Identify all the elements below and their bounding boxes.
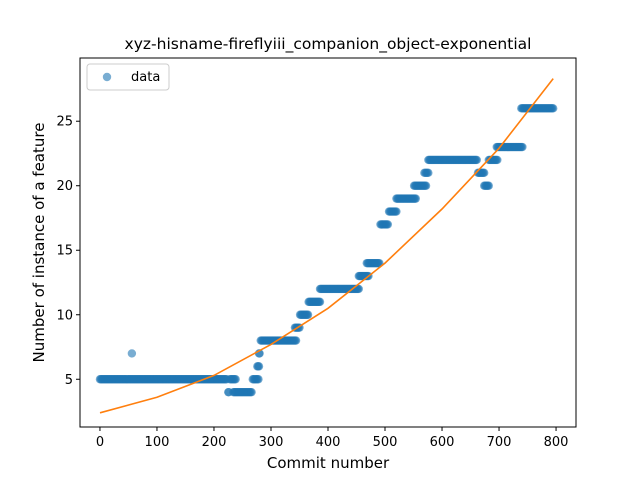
x-tick-label: 200 <box>202 435 227 450</box>
data-point <box>315 297 325 307</box>
y-axis-ticks: 5 10 15 20 25 <box>56 115 80 388</box>
data-point <box>518 142 527 152</box>
data-point <box>291 336 301 345</box>
exponential-fit-line <box>99 78 554 414</box>
data-point <box>480 168 489 178</box>
fit-line-layer <box>99 78 554 414</box>
data-point <box>231 375 240 384</box>
data-point <box>254 375 263 384</box>
y-tick-label: 10 <box>56 308 73 323</box>
data-point <box>127 349 137 358</box>
data-point <box>247 387 256 397</box>
data-point <box>472 155 481 165</box>
data-point <box>383 220 393 229</box>
y-axis-label: Number of instance of a feature <box>30 123 48 363</box>
data-point <box>392 207 401 216</box>
x-tick-label: 600 <box>430 435 455 450</box>
data-point <box>548 104 558 113</box>
x-tick-label: 100 <box>145 435 170 450</box>
axes-frame <box>79 57 577 428</box>
x-tick-label: 0 <box>96 435 104 450</box>
y-tick-label: 5 <box>65 373 73 388</box>
y-tick-label: 15 <box>56 244 73 259</box>
data-point <box>303 310 313 319</box>
x-tick-label: 800 <box>544 435 569 450</box>
x-axis-ticks: 0 100 200 300 400 500 600 700 800 <box>96 427 569 450</box>
x-axis-label: Commit number <box>267 454 390 472</box>
legend: data <box>86 63 170 91</box>
x-tick-label: 400 <box>316 435 341 450</box>
legend-label-data: data <box>131 70 160 85</box>
plot-area <box>79 57 577 428</box>
x-tick-label: 300 <box>259 435 284 450</box>
x-tick-label: 500 <box>373 435 398 450</box>
data-point <box>354 284 363 294</box>
data-point <box>254 362 264 371</box>
y-tick-label: 20 <box>56 179 73 194</box>
data-point <box>421 181 431 190</box>
x-tick-label: 700 <box>487 435 512 450</box>
y-tick-label: 25 <box>56 115 73 130</box>
chart-title: xyz-hisname-fireflyiii_companion_object-… <box>125 35 532 54</box>
data-point <box>424 168 433 178</box>
data-point <box>484 181 493 190</box>
data-point <box>493 155 502 165</box>
scatter-points <box>95 104 558 397</box>
data-point <box>411 194 420 203</box>
legend-marker-data <box>102 72 112 82</box>
legend-box <box>86 63 170 91</box>
